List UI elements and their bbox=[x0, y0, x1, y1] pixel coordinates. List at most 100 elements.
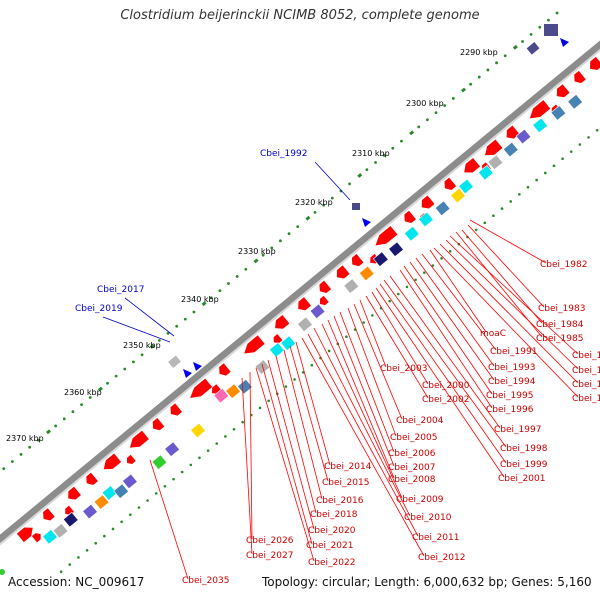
inner-tick bbox=[154, 492, 158, 495]
scale-label: 2290 kbp bbox=[460, 48, 498, 57]
feature-block-shape bbox=[151, 454, 168, 470]
gene-label: Cbei_1986 bbox=[572, 351, 600, 361]
inner-tick bbox=[189, 463, 193, 467]
cds-arrow-shape bbox=[336, 265, 350, 279]
cds-arrow-shape bbox=[190, 378, 213, 399]
gene-label: Cbei_1991 bbox=[490, 347, 537, 357]
scale-tick-minor bbox=[425, 118, 429, 122]
feature-block bbox=[93, 494, 110, 510]
feature-block-shape bbox=[82, 503, 98, 520]
scale-tick-minor bbox=[313, 210, 317, 214]
gene-leader-line bbox=[149, 459, 189, 580]
cds-arrow bbox=[404, 210, 416, 224]
cds-arrow-shape bbox=[556, 84, 570, 98]
scale-tick-minor bbox=[244, 267, 248, 271]
map-title: Clostridium beijerinckii NCIMB 8052, com… bbox=[120, 8, 480, 23]
scale-tick-minor bbox=[434, 111, 438, 115]
cds-arrow bbox=[298, 297, 312, 311]
scale-tick-minor bbox=[339, 189, 343, 193]
cds-arrow bbox=[444, 177, 457, 190]
scale-tick-minor bbox=[71, 410, 75, 414]
inner-tick bbox=[180, 470, 184, 474]
feature-block-shape bbox=[487, 154, 504, 171]
scale-tick-major bbox=[201, 301, 207, 307]
cds-arrow-shape bbox=[86, 472, 98, 485]
inner-tick bbox=[137, 506, 141, 509]
cds-arrow bbox=[574, 70, 586, 84]
cds-arrow-shape bbox=[126, 454, 136, 465]
gene-leader-line bbox=[371, 291, 429, 385]
scale-tick-minor bbox=[296, 225, 300, 228]
scale-tick-minor bbox=[175, 324, 179, 328]
gene-leader-line bbox=[375, 287, 505, 478]
gene-label: Cbei_1985 bbox=[536, 334, 583, 344]
scale-tick-minor bbox=[348, 182, 351, 186]
gene-leader-line bbox=[461, 229, 543, 324]
feature-block-shape bbox=[388, 241, 404, 258]
feature-block-shape bbox=[458, 178, 474, 195]
feature-block-shape bbox=[122, 473, 138, 490]
gene-label: Cbei_1984 bbox=[536, 320, 584, 330]
cds-arrow-shape bbox=[319, 295, 329, 306]
cds-arrow-shape bbox=[319, 280, 332, 293]
scale-label: 2340 kbp bbox=[181, 295, 219, 304]
scale-tick-minor bbox=[365, 168, 369, 172]
scale-tick-minor bbox=[477, 75, 481, 79]
inner-tick bbox=[440, 257, 443, 260]
cds-arrow-shape bbox=[485, 139, 503, 156]
gene-label: Cbei_1988 bbox=[572, 380, 600, 390]
gene-leader-line bbox=[289, 345, 329, 482]
cds-arrow bbox=[275, 314, 290, 329]
cds-arrow bbox=[273, 334, 283, 344]
highlight-gene-label: Cbei_2019 bbox=[75, 304, 123, 314]
highlight-leader-line bbox=[314, 161, 351, 201]
scale-tick-minor bbox=[28, 445, 32, 449]
cds-arrow-shape bbox=[375, 225, 398, 246]
feature-block-shape bbox=[309, 303, 326, 320]
feature-cbei-2017-block bbox=[168, 355, 181, 368]
feature-block-shape bbox=[237, 378, 253, 395]
inner-tick bbox=[561, 157, 564, 161]
inner-tick bbox=[310, 363, 314, 367]
cds-arrow bbox=[319, 295, 329, 306]
gene-leader-line bbox=[339, 311, 395, 453]
feature-block bbox=[373, 251, 389, 267]
feature-block bbox=[297, 316, 313, 333]
inner-tick bbox=[405, 285, 409, 289]
gene-label: Cbei_2012 bbox=[418, 553, 465, 563]
feature-block-shape bbox=[42, 529, 58, 545]
feature-block bbox=[515, 128, 532, 145]
cds-arrow bbox=[319, 280, 332, 293]
gene-leader-line bbox=[467, 224, 545, 308]
cds-arrow bbox=[170, 403, 183, 416]
scale-tick-minor bbox=[529, 32, 533, 36]
inner-tick bbox=[345, 335, 348, 339]
gene-label: Cbei_2000 bbox=[422, 381, 470, 391]
feature-block bbox=[403, 225, 420, 242]
feature-block-shape bbox=[567, 93, 583, 110]
inner-tick bbox=[388, 299, 391, 303]
scale-tick-minor bbox=[374, 161, 377, 164]
feature-block-shape bbox=[280, 335, 297, 352]
scale-tick-minor bbox=[36, 438, 40, 442]
inner-tick bbox=[397, 292, 400, 296]
gene-leader-line bbox=[333, 315, 395, 467]
cds-arrow bbox=[190, 378, 213, 399]
cds-arrow-shape bbox=[244, 335, 265, 354]
gene-label: Cbei_2018 bbox=[310, 510, 358, 520]
gene-label: Cbei_1999 bbox=[500, 460, 548, 470]
scale-label: 2350 kbp bbox=[123, 341, 161, 350]
gene-label: Cbei_1997 bbox=[494, 425, 541, 435]
feature-cbei-1992-block-shape bbox=[526, 42, 540, 55]
gene-label: Cbei_2016 bbox=[316, 496, 364, 506]
genome-backbone bbox=[0, 40, 600, 544]
feature-block bbox=[502, 141, 519, 158]
scale-tick-minor bbox=[114, 374, 118, 378]
feature-block bbox=[101, 485, 118, 501]
feature-block bbox=[567, 93, 583, 110]
scale-tick-minor bbox=[287, 232, 291, 236]
inner-tick bbox=[172, 477, 175, 481]
cds-arrow-shape bbox=[129, 430, 149, 448]
highlight-leader-line bbox=[102, 316, 171, 343]
